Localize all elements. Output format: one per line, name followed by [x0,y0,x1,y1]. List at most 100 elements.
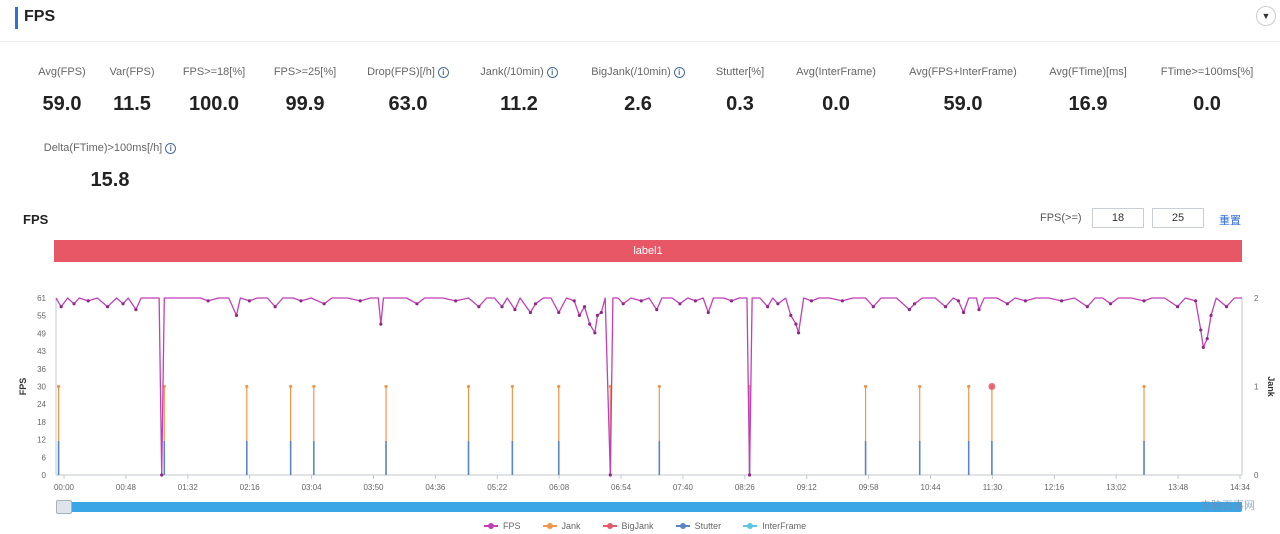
jank-event-marker [384,384,388,389]
x-tick-label: 13:48 [1168,483,1189,492]
metric-label: Var(FPS) [109,66,154,78]
fps-data-point [796,331,801,335]
metric-card: BigJank(/10min) i 2.6 [558,62,718,116]
fps-data-point [577,313,581,318]
legend-item[interactable]: Stutter [675,521,722,531]
jank-event-marker [245,384,249,389]
reset-button[interactable]: 重置 [1219,215,1241,227]
metric-value: 59.0 [943,93,983,115]
info-icon[interactable]: i [165,142,177,154]
fps-data-point [1023,299,1028,303]
fps-threshold-low-input[interactable] [1092,208,1144,228]
fps-data-point [134,308,138,312]
legend-item[interactable]: InterFrame [743,521,806,531]
y-axis-title: FPS [18,378,28,396]
fps-data-point [747,473,752,477]
section-header: FPS ▼ [0,0,1280,42]
info-icon[interactable]: i [437,66,449,78]
fps-data-point [912,302,917,306]
fps-data-point [572,299,576,303]
metric-label-text: Var(FPS) [109,66,155,78]
jank-event-marker [312,384,316,389]
section-accent-bar [15,7,18,29]
y-tick-label: 55 [37,312,46,321]
fps-data-point [582,305,587,309]
fps-data-point [678,302,682,306]
fps-data-point [105,305,110,309]
metric-value: 100.0 [188,93,240,115]
legend-swatch [542,523,557,529]
jank-event-marker [289,384,293,389]
fps-data-point [477,305,481,309]
jank-event-marker [863,384,868,389]
x-tick-label: 03:04 [302,483,323,492]
x-tick-label: 06:08 [549,483,570,492]
metric-label-text: Avg(FTime)[ms] [1049,66,1127,78]
chevron-down-icon[interactable]: ▼ [1256,6,1276,26]
fps-data-point [1059,299,1064,303]
metric-value: 0.0 [1193,93,1221,115]
metric-label-text: Avg(InterFrame) [796,66,876,78]
fps-data-point [588,322,592,326]
fps-data-point [500,305,504,309]
metric-value: 63.0 [388,93,428,115]
fps-data-point [621,302,625,306]
metric-value: 59.0 [42,93,82,115]
legend-item[interactable]: FPS [484,521,521,531]
watermark: 电脑百事网 [1200,500,1255,512]
metric-label: FTime>=100ms[%] [1161,66,1254,78]
y-tick-label: 24 [37,400,46,409]
fps-data-point [943,305,948,309]
info-icon[interactable]: i [673,66,685,78]
metric-card: Var(FPS) 11.5 [52,62,212,116]
metric-label: Avg(FPS) [38,66,85,78]
fps-data-point [706,310,710,315]
fps-data-point [840,299,844,303]
legend-item[interactable]: BigJank [602,521,654,531]
fps-data-point [1142,299,1146,303]
metric-card: FPS>=25[%] 99.9 [225,62,385,116]
jank-event-marker [557,384,561,389]
metric-label-text: Stutter[%] [715,66,765,78]
jank-event-marker [657,384,661,389]
metric-value: 11.2 [500,93,538,115]
x-tick-label: 04:36 [425,483,446,492]
fps-data-point [528,310,533,315]
slider-handle[interactable] [56,500,72,514]
legend-item[interactable]: Jank [542,521,581,531]
x-tick-label: 10:44 [921,483,942,492]
y2-axis-title: Jank [1266,376,1276,398]
fps-data-point [977,308,981,312]
fps-data-point [1193,299,1198,303]
fps-data-point [766,305,770,309]
fps-data-point [608,473,612,477]
metric-label: FPS>=25[%] [274,66,336,78]
metric-card: FTime>=100ms[%] 0.0 [1127,62,1280,116]
y2-tick-label: 0 [1254,471,1259,480]
y-tick-label: 30 [37,383,46,392]
x-tick-label: 09:58 [859,483,880,492]
fps-data-point [789,313,793,318]
fps-threshold-high-input[interactable] [1152,208,1204,228]
fps-data-point [86,299,90,303]
info-icon[interactable]: i [546,66,558,78]
jank-event-marker [1142,384,1146,389]
fps-data-point [1209,313,1213,318]
legend-marker [606,523,613,529]
legend-swatch [675,523,690,529]
legend-label: Stutter [694,521,722,531]
time-range-slider[interactable] [56,500,1242,514]
y-tick-label: 12 [37,436,46,445]
label-track-bar[interactable]: label1 [54,240,1242,262]
fps-data-point [729,299,734,303]
metric-card: Delta(FTime)>100ms[/h] i 15.8 [30,138,190,192]
fps-data-point [593,331,597,335]
jank-event-marker [466,384,471,389]
chart-legend: FPS Jank BigJank Stutter InterFrame [484,519,806,533]
x-tick-label: 03:50 [363,483,384,492]
fps-threshold-label: FPS(>=) [1040,212,1082,224]
fps-chart-title: FPS [23,212,49,227]
metric-value: 0.0 [822,93,850,115]
metric-card: Avg(FPS+InterFrame) 59.0 [883,62,1043,116]
